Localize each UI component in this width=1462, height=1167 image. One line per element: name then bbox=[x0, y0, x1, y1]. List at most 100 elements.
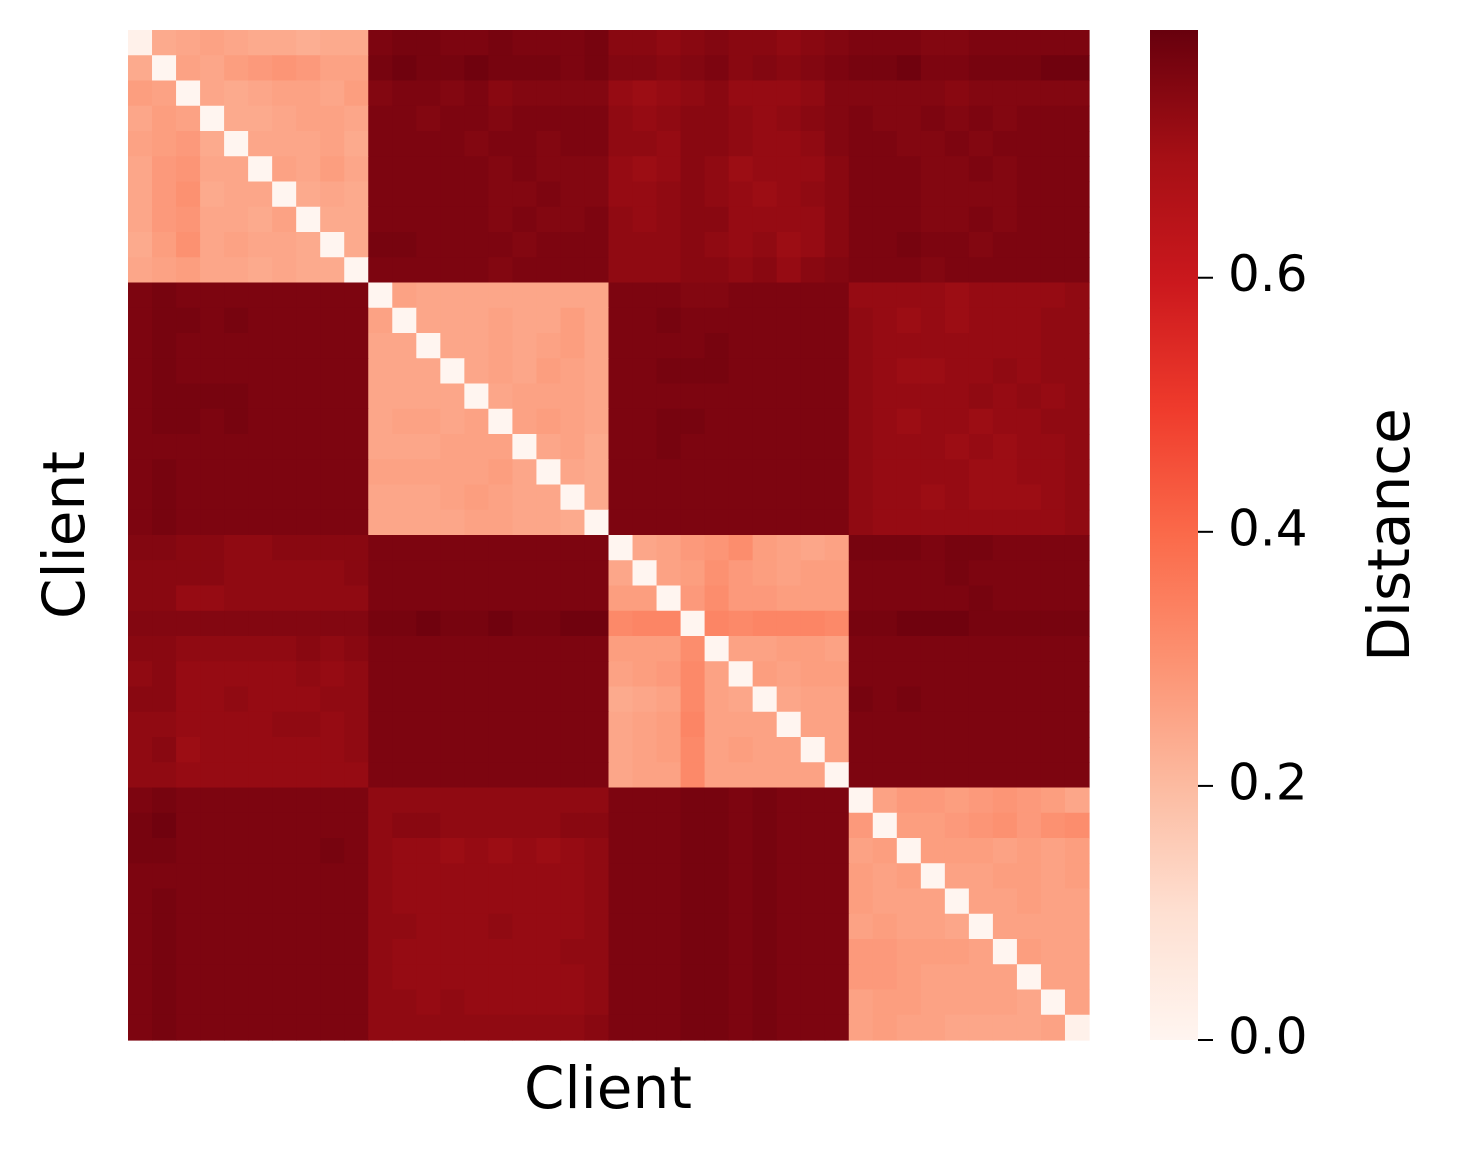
heatmap-cell bbox=[512, 939, 538, 965]
heatmap-cell bbox=[824, 989, 850, 1016]
heatmap-cell bbox=[392, 459, 417, 486]
heatmap-cell bbox=[656, 560, 682, 587]
heatmap-cell bbox=[968, 459, 994, 486]
heatmap-cell bbox=[992, 838, 1018, 864]
heatmap-cell bbox=[968, 939, 994, 965]
heatmap-cell bbox=[200, 156, 225, 183]
heatmap-cell bbox=[584, 459, 610, 486]
heatmap-cell bbox=[272, 131, 297, 157]
heatmap-cell bbox=[584, 509, 610, 536]
heatmap-cell bbox=[440, 206, 465, 233]
heatmap-cell bbox=[728, 509, 754, 536]
heatmap-cell bbox=[296, 964, 321, 991]
heatmap-cell bbox=[920, 636, 946, 662]
heatmap-cell bbox=[176, 434, 201, 460]
heatmap-cell bbox=[392, 282, 417, 309]
heatmap-cell bbox=[248, 939, 273, 965]
heatmap-cell bbox=[608, 610, 634, 637]
heatmap-cell bbox=[968, 30, 994, 56]
heatmap-cell bbox=[752, 30, 778, 56]
heatmap-cell bbox=[128, 610, 153, 637]
heatmap-cell bbox=[584, 282, 610, 309]
heatmap-cell bbox=[344, 181, 369, 208]
heatmap-cell bbox=[152, 989, 177, 1016]
heatmap-cell bbox=[536, 131, 562, 157]
heatmap-cell bbox=[128, 686, 153, 713]
heatmap-cell bbox=[512, 964, 538, 991]
heatmap-cell bbox=[848, 358, 874, 385]
heatmap-cell bbox=[416, 509, 441, 536]
heatmap-cell bbox=[176, 232, 201, 258]
heatmap-cell bbox=[200, 131, 225, 157]
heatmap-cell bbox=[320, 1014, 345, 1041]
heatmap-cell bbox=[152, 257, 177, 284]
heatmap-cell bbox=[560, 30, 586, 56]
heatmap-cell bbox=[344, 383, 369, 410]
heatmap-cell bbox=[416, 484, 441, 511]
heatmap-cell bbox=[320, 383, 345, 410]
heatmap-cell bbox=[560, 636, 586, 662]
heatmap-cell bbox=[488, 863, 513, 890]
heatmap-cell bbox=[440, 383, 465, 410]
heatmap-cell bbox=[896, 206, 922, 233]
heatmap-cell bbox=[512, 156, 538, 183]
heatmap-cell bbox=[560, 408, 586, 435]
heatmap-cell bbox=[776, 358, 802, 385]
heatmap-cell bbox=[200, 863, 225, 890]
heatmap-cell bbox=[560, 131, 586, 157]
heatmap-cell bbox=[920, 888, 946, 915]
heatmap-cell bbox=[776, 434, 802, 460]
heatmap-cell bbox=[248, 762, 273, 789]
heatmap-cell bbox=[152, 737, 177, 763]
heatmap-cell bbox=[464, 1014, 489, 1041]
heatmap-cell bbox=[1064, 1014, 1090, 1041]
heatmap-cell bbox=[392, 484, 417, 511]
heatmap-cell bbox=[1064, 913, 1090, 940]
heatmap-cell bbox=[464, 509, 489, 536]
heatmap-cell bbox=[968, 964, 994, 991]
heatmap-cell bbox=[320, 863, 345, 890]
heatmap-cell bbox=[512, 913, 538, 940]
heatmap-cell bbox=[1064, 535, 1090, 561]
heatmap-cell bbox=[608, 509, 634, 536]
heatmap-cell bbox=[752, 1014, 778, 1041]
heatmap-cell bbox=[968, 383, 994, 410]
heatmap-cell bbox=[296, 686, 321, 713]
heatmap-cell bbox=[464, 762, 489, 789]
heatmap-cell bbox=[272, 585, 297, 612]
heatmap-cell bbox=[680, 838, 706, 864]
heatmap-cell bbox=[896, 232, 922, 258]
heatmap-cell bbox=[728, 964, 754, 991]
heatmap-cell bbox=[608, 711, 634, 738]
heatmap-cell bbox=[176, 661, 201, 688]
heatmap-cell bbox=[608, 55, 634, 82]
heatmap-cell bbox=[656, 686, 682, 713]
heatmap-cell bbox=[392, 181, 417, 208]
heatmap-cell bbox=[392, 383, 417, 410]
heatmap-cell bbox=[584, 610, 610, 637]
heatmap-cell bbox=[536, 1014, 562, 1041]
heatmap-cell bbox=[1040, 257, 1066, 284]
heatmap-cell bbox=[608, 484, 634, 511]
heatmap-cell bbox=[968, 105, 994, 132]
heatmap-cell bbox=[296, 282, 321, 309]
heatmap-cell bbox=[728, 80, 754, 107]
heatmap-cell bbox=[536, 787, 562, 814]
heatmap-cell bbox=[848, 408, 874, 435]
heatmap-cell bbox=[296, 257, 321, 284]
heatmap-cell bbox=[392, 307, 417, 334]
heatmap-cell bbox=[152, 787, 177, 814]
heatmap-cell bbox=[944, 585, 970, 612]
heatmap-cell bbox=[320, 408, 345, 435]
heatmap-cell bbox=[368, 257, 393, 284]
heatmap-cell bbox=[872, 661, 898, 688]
heatmap-cell bbox=[296, 509, 321, 536]
heatmap-cell bbox=[200, 989, 225, 1016]
heatmap-cell bbox=[704, 863, 730, 890]
heatmap-cell bbox=[872, 964, 898, 991]
heatmap-cell bbox=[776, 737, 802, 763]
heatmap-cell bbox=[752, 610, 778, 637]
heatmap-cell bbox=[1040, 307, 1066, 334]
heatmap-cell bbox=[752, 105, 778, 132]
heatmap-cell bbox=[800, 232, 826, 258]
